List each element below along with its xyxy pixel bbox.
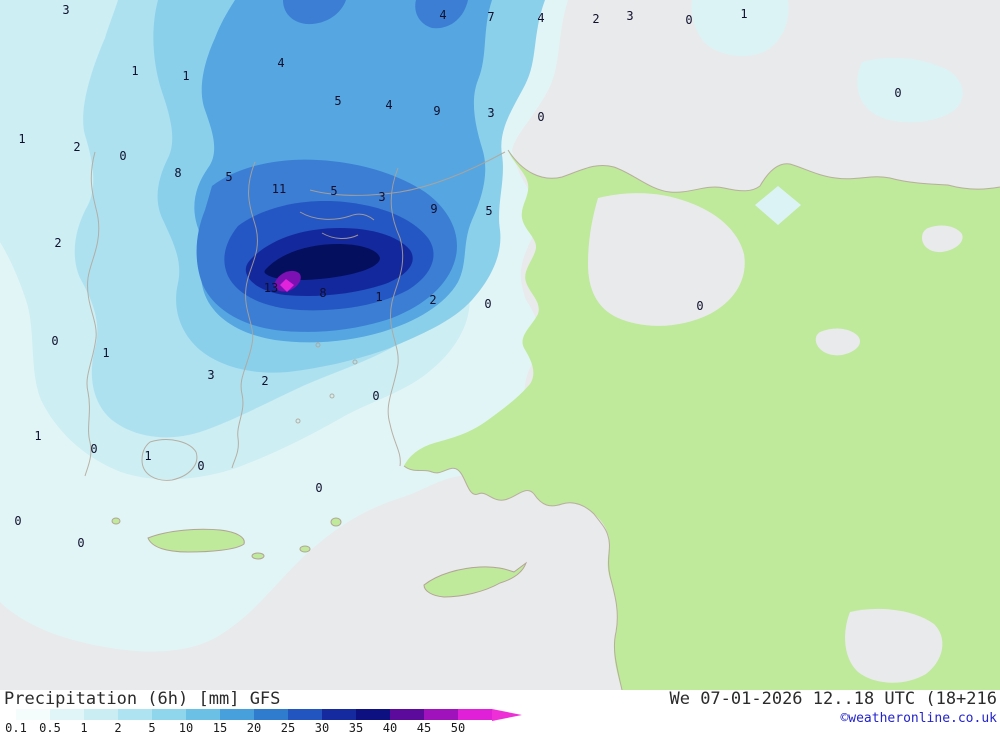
- legend-segment: 1: [80, 709, 118, 733]
- coastlines: [84, 149, 1000, 690]
- legend-label: 15: [212, 721, 228, 733]
- coast-greece-east: [231, 161, 258, 469]
- legend-segment: 45: [417, 709, 458, 733]
- precip-level-6-top-a: [283, 0, 346, 25]
- island-rhodes: [330, 517, 342, 527]
- coast-peloponnese: [141, 439, 198, 481]
- island-small-1: [251, 552, 265, 560]
- legend-segment: 0.5: [39, 709, 84, 733]
- legend-label: 40: [382, 721, 398, 733]
- legend-segment: 50: [451, 709, 492, 733]
- island-cyprus: [423, 561, 528, 598]
- island-small-3: [111, 517, 121, 525]
- coast-black-sea-west: [309, 151, 506, 196]
- copyright-link[interactable]: ©weatheronline.co.uk: [840, 711, 997, 726]
- legend-segment: 25: [281, 709, 322, 733]
- legend-label: 1: [80, 721, 88, 733]
- legend: 0.1 0.5 1 2 5 10 15 20 25 30 35 40 45 50: [5, 708, 522, 733]
- footer: Precipitation (6h) [mm] GFS 0.1 0.5 1 2 5 10 1…: [0, 690, 1000, 733]
- cyan-patch-2: [857, 57, 963, 123]
- gray-patch-small-1: [815, 328, 861, 356]
- map-unit: [mm]: [198, 689, 240, 709]
- legend-label: 25: [280, 721, 296, 733]
- legend-label: 30: [314, 721, 330, 733]
- island-dot-2: [352, 359, 358, 365]
- legend-segment: 10: [179, 709, 220, 733]
- map-model: GFS: [249, 689, 281, 709]
- light-precip-patches-northeast: [691, 0, 963, 225]
- cyan-patch-1: [691, 0, 789, 57]
- footer-right: We 07-01-2026 12..18 UTC (18+216 ©weathe…: [669, 690, 997, 726]
- legend-label: 20: [246, 721, 262, 733]
- island-dot-3: [329, 393, 335, 399]
- legend-label: 5: [148, 721, 156, 733]
- coast-aegean-turkey: [387, 167, 404, 467]
- gray-patch-central: [588, 193, 745, 326]
- legend-segment: 40: [383, 709, 424, 733]
- legend-label: 10: [178, 721, 194, 733]
- map-datetime: We 07-01-2026 12..18 UTC (18+216: [669, 689, 997, 709]
- dry-gray-patches: [588, 193, 963, 683]
- map-title: Precipitation (6h) [mm] GFS: [4, 690, 522, 708]
- legend-segment: 30: [315, 709, 356, 733]
- coast-marmara-1: [299, 211, 375, 221]
- island-dot-1: [315, 342, 321, 348]
- precipitation-map-svg: [0, 0, 1000, 690]
- gray-patch-small-2: [922, 225, 963, 253]
- island-dot-4: [295, 418, 301, 424]
- legend-label: 0.1: [5, 721, 27, 733]
- coast-turkey-south-levant: [403, 465, 623, 690]
- legend-arrow-icon: [492, 708, 522, 721]
- legend-segment: 2: [114, 709, 152, 733]
- coast-black-sea-south: [507, 149, 1000, 193]
- cyan-patch-diamond: [755, 186, 801, 225]
- coast-greece-west: [84, 151, 100, 477]
- legend-segment: 35: [349, 709, 390, 733]
- footer-left: Precipitation (6h) [mm] GFS 0.1 0.5 1 2 5 10 1…: [4, 690, 522, 733]
- precip-level-6-top-b: [415, 0, 468, 29]
- legend-label: 45: [416, 721, 432, 733]
- land-layers: [111, 150, 1000, 690]
- legend-segment: 5: [148, 709, 186, 733]
- map-area: 3 4 7 4 2 3 0 1 1 1 4 5 4 9 3 0 0 1 2 0 8 5 11 5 3 9 5 2 13 8 1 2 0 0 0 1 3 2…: [0, 0, 1000, 690]
- legend-label: 0.5: [39, 721, 61, 733]
- legend-segment: 0.1: [5, 709, 50, 733]
- island-small-2: [299, 545, 311, 553]
- precip-level-11-magenta: [280, 279, 294, 292]
- land-no-precip: [404, 150, 1000, 690]
- island-crete: [147, 528, 245, 553]
- precipitation-layers: [0, 0, 568, 652]
- legend-segment: 20: [247, 709, 288, 733]
- legend-label: 35: [348, 721, 364, 733]
- legend-label: 50: [450, 721, 466, 733]
- map-title-text: Precipitation (6h): [4, 689, 189, 709]
- legend-label: 2: [114, 721, 122, 733]
- legend-segment: 15: [213, 709, 254, 733]
- coast-marmara-2: [321, 232, 359, 239]
- gray-patch-southeast: [845, 608, 943, 683]
